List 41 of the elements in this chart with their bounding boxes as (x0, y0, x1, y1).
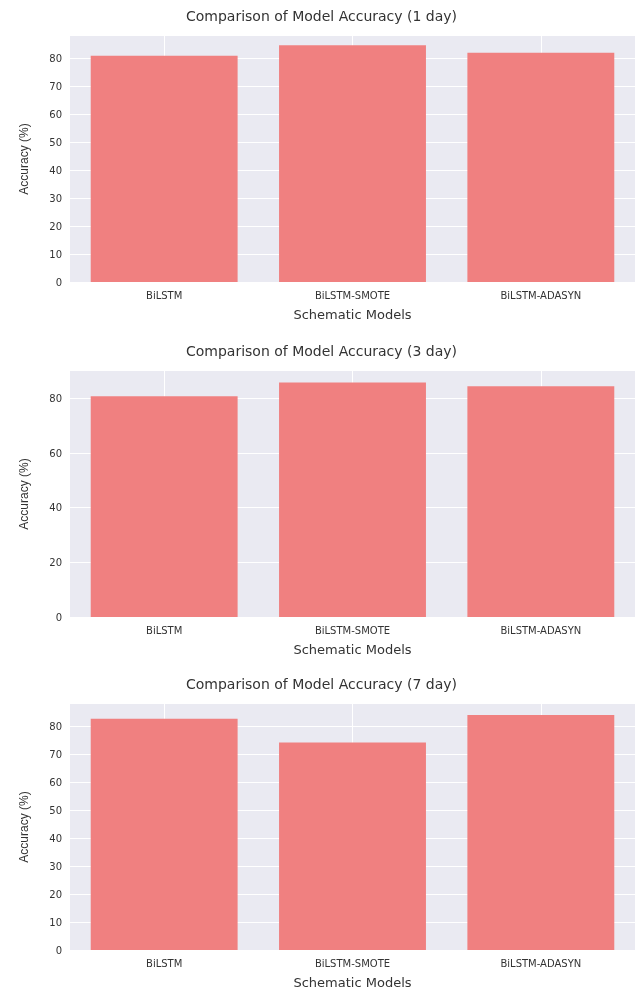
y-tick-label: 60 (49, 447, 62, 459)
x-tick-label: BiLSTM-SMOTE (314, 289, 391, 301)
y-tick-label: 10 (49, 916, 62, 928)
y-tick-label: 10 (49, 248, 62, 260)
x-axis-title: Schematic Models (293, 307, 412, 322)
y-tick-label: 70 (49, 748, 62, 760)
y-axis-title: Accuracy (%) (17, 458, 31, 530)
x-axis-title: Schematic Models (293, 975, 412, 990)
x-tick-label: BiLSTM (146, 624, 183, 636)
x-tick-label: BiLSTM-SMOTE (314, 624, 391, 636)
y-tick-label: 20 (49, 888, 62, 900)
y-tick-label: 40 (49, 502, 62, 514)
x-tick-label: BiLSTM-ADASYN (500, 957, 582, 969)
y-tick-label: 80 (49, 52, 62, 64)
chart-title: Comparison of Model Accuracy (1 day) (185, 8, 458, 24)
y-tick-label: 30 (49, 192, 62, 204)
y-tick-label: 40 (49, 164, 62, 176)
y-tick-label: 80 (49, 392, 62, 404)
y-tick-label: 60 (49, 776, 62, 788)
y-tick-label: 30 (49, 860, 62, 872)
y-tick-label: 50 (49, 804, 62, 816)
y-axis-title: Accuracy (%) (17, 791, 31, 863)
chart-title: Comparison of Model Accuracy (7 day) (185, 676, 458, 692)
chart-title: Comparison of Model Accuracy (3 day) (185, 343, 458, 359)
x-tick-label: BiLSTM-SMOTE (314, 957, 391, 969)
y-tick-label: 40 (49, 832, 62, 844)
y-tick-label: 20 (49, 556, 62, 568)
y-tick-label: 60 (49, 108, 62, 120)
y-tick-label: 0 (55, 611, 62, 623)
y-tick-label: 70 (49, 80, 62, 92)
y-tick-label: 20 (49, 220, 62, 232)
x-tick-label: BiLSTM (146, 957, 183, 969)
x-tick-label: BiLSTM-ADASYN (500, 624, 582, 636)
y-axis-title: Accuracy (%) (17, 123, 31, 195)
x-tick-label: BiLSTM-ADASYN (500, 289, 582, 301)
y-tick-label: 0 (55, 944, 62, 956)
y-tick-label: 80 (49, 720, 62, 732)
y-tick-label: 50 (49, 136, 62, 148)
y-tick-label: 0 (55, 276, 62, 288)
x-axis-title: Schematic Models (293, 642, 412, 657)
x-tick-label: BiLSTM (146, 289, 183, 301)
